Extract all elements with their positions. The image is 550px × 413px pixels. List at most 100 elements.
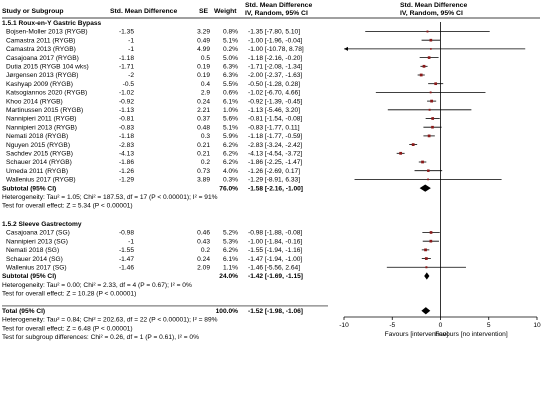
total-heterogeneity: Heterogeneity: Tau² = 0.84; Chi² = 202.6…	[2, 317, 218, 324]
subtotal-weight: 76.0%	[219, 185, 238, 192]
study-smd: -1	[128, 46, 134, 53]
study-marker	[419, 73, 423, 77]
study-ci: -1.71 [-2.08, -1.34]	[248, 64, 302, 71]
study-se: 0.3	[201, 133, 210, 140]
study-name: Camastra 2011 (RYGB)	[6, 37, 75, 44]
study-marker	[426, 30, 429, 33]
study-ci: -0.81 [-1.54, -0.08]	[248, 116, 302, 123]
subtotal-ci: -1.58 [-2.16, -1.00]	[248, 185, 303, 192]
study-smd: -1.46	[119, 264, 134, 271]
study-se: 0.19	[197, 64, 210, 71]
study-smd: -1.86	[119, 159, 134, 166]
study-smd: -1.47	[119, 256, 134, 263]
total-ci: -1.52 [-1.98, -1.06]	[248, 308, 303, 315]
study-ci: -1.02 [-6.70, 4.66]	[248, 90, 300, 97]
study-weight: 1.1%	[223, 264, 238, 271]
study-se: 3.89	[197, 177, 210, 184]
axis-tick-label: 10	[533, 322, 541, 329]
study-smd: -1	[128, 37, 134, 44]
study-marker	[427, 169, 430, 172]
study-ci: -0.83 [-1.77, 0.11]	[248, 124, 300, 131]
study-smd: -1.26	[119, 168, 134, 175]
study-name: Wallenius 2017 (RYGB)	[6, 177, 76, 184]
study-smd: -0.5	[123, 81, 135, 88]
header-se: SE	[199, 8, 209, 15]
study-marker	[421, 160, 424, 164]
study-marker	[424, 248, 427, 252]
study-marker	[427, 134, 431, 138]
study-smd: -1.13	[119, 107, 134, 114]
study-smd: -1.29	[119, 177, 134, 184]
axis-tick-label: -10	[339, 322, 349, 329]
study-se: 0.19	[197, 72, 210, 79]
study-marker	[422, 64, 426, 68]
study-name: Jørgensen 2013 (RYGB)	[6, 72, 78, 79]
study-name: Wallenius 2017 (SG)	[6, 264, 67, 271]
subtotal-ci: -1.42 [-1.69, -1.15]	[248, 273, 303, 280]
study-weight: 6.3%	[223, 72, 238, 79]
study-marker	[431, 117, 435, 120]
study-weight: 0.8%	[223, 29, 238, 36]
study-smd: -0.92	[119, 98, 134, 105]
study-smd: -1.18	[119, 133, 134, 140]
study-weight: 5.1%	[223, 37, 238, 44]
group-title: 1.5.1 Roux-en-Y Gastric Bypass	[2, 20, 102, 27]
study-ci: -1.18 [-2.16, -0.20]	[248, 55, 302, 62]
study-weight: 0.2%	[223, 46, 238, 53]
study-marker	[411, 143, 415, 146]
x-axis: -10 -5 0 5 10 Favours [intervention]Favours […	[339, 22, 541, 338]
study-se: 0.21	[197, 151, 210, 158]
study-se: 0.24	[197, 98, 210, 105]
study-name: Nannipieri 2013 (SG)	[6, 238, 68, 245]
total-weight: 100.0%	[216, 308, 239, 315]
study-name: Casajoana 2017 (RYGB)	[6, 55, 79, 62]
study-weight: 6.2%	[223, 142, 238, 149]
subtotal-weight: 24.0%	[219, 273, 238, 280]
study-se: 0.49	[197, 37, 210, 44]
study-name: Camastra 2013 (RYGB)	[6, 46, 76, 53]
study-name: Bojsen-Moller 2013 (RYGB)	[6, 29, 88, 36]
study-ci: -0.92 [-1.39, -0.45]	[248, 98, 302, 105]
overall-effect: Test for overall effect: Z = 5.34 (P < 0…	[2, 203, 133, 210]
study-name: Nemati 2018 (SG)	[6, 247, 59, 254]
total-label: Total (95% CI)	[2, 308, 45, 315]
study-se: 2.09	[197, 264, 210, 271]
study-ci: -1.86 [-2.25, -1.47]	[248, 159, 302, 166]
study-smd: -1.71	[119, 64, 134, 71]
study-marker	[434, 82, 438, 86]
study-marker	[429, 239, 433, 243]
study-smd: -1.02	[119, 90, 134, 97]
study-weight: 6.1%	[223, 98, 238, 105]
study-name: Nannipieri 2013 (RYGB)	[6, 124, 77, 131]
heterogeneity: Heterogeneity: Tau² = 1.05; Chi² = 187.5…	[2, 194, 218, 201]
study-smd: -4.13	[119, 151, 134, 158]
study-marker	[430, 48, 432, 50]
study-name: Casajoana 2017 (SG)	[6, 230, 70, 237]
study-se: 0.73	[197, 168, 210, 175]
subtotal-diamond	[424, 272, 430, 280]
header-ci-group: Std. Mean Difference	[245, 2, 312, 9]
study-ci: -1.18 [-1.77, -0.59]	[248, 133, 302, 140]
study-weight: 0.3%	[223, 177, 238, 184]
study-se: 2.21	[197, 107, 210, 114]
study-ci: -2.00 [-2.37, -1.63]	[248, 72, 302, 79]
study-se: 0.48	[197, 124, 210, 131]
study-smd: -2.83	[119, 142, 134, 149]
study-smd: -0.98	[119, 230, 134, 237]
study-smd: -1.18	[119, 55, 134, 62]
study-weight: 4.0%	[223, 168, 238, 175]
study-marker	[427, 178, 429, 181]
group-title: 1.5.2 Sleeve Gastrectomy	[2, 221, 82, 228]
study-se: 0.21	[197, 142, 210, 149]
study-ci: -1.26 [-2.69, 0.17]	[248, 168, 300, 175]
study-se: 0.24	[197, 256, 210, 263]
study-ci-line-arrow-left	[344, 46, 348, 51]
study-name: Schauer 2014 (SG)	[6, 256, 63, 263]
study-marker	[431, 125, 434, 129]
study-se: 0.4	[201, 81, 210, 88]
study-ci: -1.00 [-10.78, 8.78]	[248, 46, 304, 53]
study-ci: -1.29 [-8.91, 6.33]	[248, 177, 300, 184]
study-weight: 5.9%	[223, 133, 238, 140]
study-se: 3.29	[197, 29, 210, 36]
study-name: Umeda 2011 (RYGB)	[6, 168, 68, 175]
